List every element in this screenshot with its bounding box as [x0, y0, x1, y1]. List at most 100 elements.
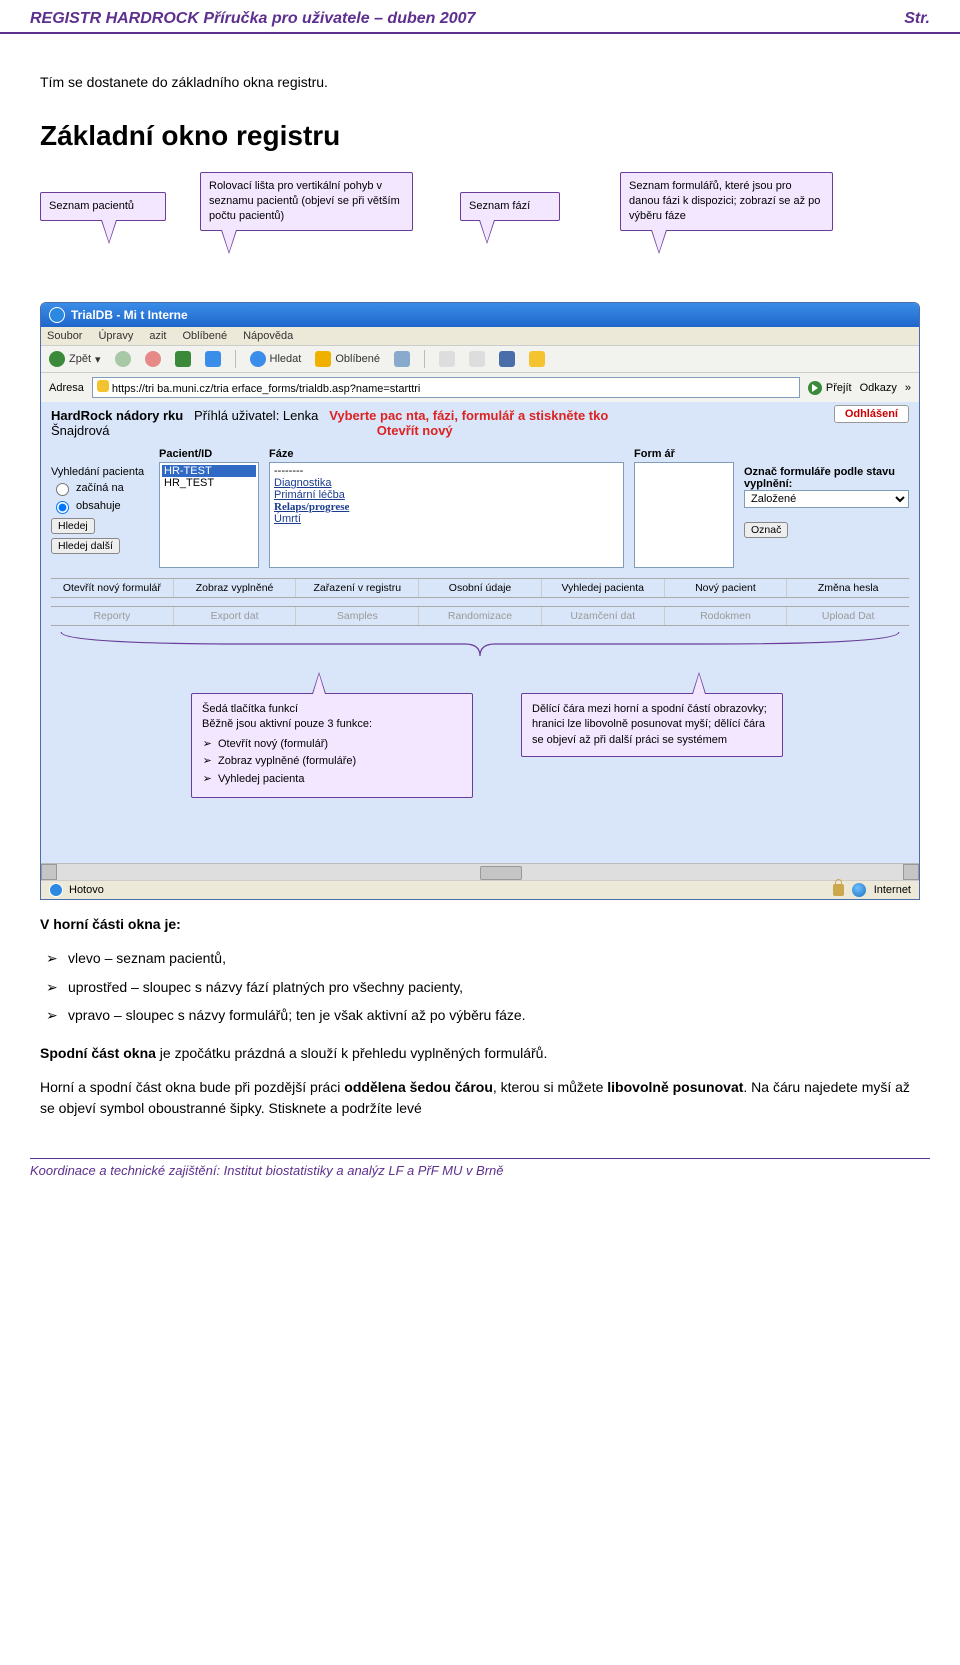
intro-text: Tím se dostanete do základního okna regi…: [40, 74, 920, 90]
action-pedigree: Rodokmen: [665, 607, 788, 625]
search-button-find[interactable]: Hledej: [51, 518, 95, 534]
toolbar: Zpět ▾ Hledat Oblíbené: [41, 345, 919, 373]
logout-button[interactable]: Odhlášení: [834, 405, 909, 423]
home-icon[interactable]: [205, 351, 221, 367]
patient-item-2[interactable]: HR_TEST: [162, 477, 256, 489]
action-show-filled[interactable]: Zobraz vyplněné: [174, 579, 297, 597]
app-red-line2: Otevřít nový: [377, 423, 453, 438]
app-user: Příhlá uživatel: Lenka: [194, 408, 318, 423]
header-left: REGISTR HARDROCK Příručka pro uživatele …: [30, 10, 475, 28]
action-new-patient[interactable]: Nový pacient: [665, 579, 788, 597]
refresh-icon[interactable]: [175, 351, 191, 367]
action-lock: Uzamčení dat: [542, 607, 665, 625]
scroll-right-arrow[interactable]: [903, 864, 919, 880]
favorites-icon: [315, 351, 331, 367]
history-icon[interactable]: [394, 351, 410, 367]
menubar: Soubor Úpravy azit Oblíbené Nápověda: [41, 327, 919, 345]
callout-phases-text: Seznam fází: [469, 200, 530, 212]
phase-item-2[interactable]: Primární léčba: [272, 489, 621, 501]
go-icon: [808, 381, 822, 395]
phase-listbox[interactable]: -------- Diagnostika Primární léčba Rela…: [269, 462, 624, 568]
form-column: Form ář: [634, 448, 734, 568]
patient-listbox[interactable]: HR-TEST HR_TEST: [159, 462, 259, 568]
links-label[interactable]: Odkazy: [860, 382, 897, 394]
app-title-block: HardRock nádory rku Příhlá uživatel: Len…: [51, 408, 608, 438]
address-input[interactable]: https://tri ba.muni.cz/tria erface_forms…: [92, 377, 800, 398]
app-header: HardRock nádory rku Příhlá uživatel: Len…: [51, 408, 909, 438]
action-open-new[interactable]: Otevřít nový formulář: [51, 579, 174, 597]
menu-edit[interactable]: Úpravy: [98, 330, 133, 342]
form-col-label: Form ář: [634, 448, 734, 460]
callout-gray-sub: Běžně jsou aktivní pouze 3 funkce:: [202, 717, 462, 732]
callout-gray-buttons: Šedá tlačítka funkcí Běžně jsou aktivní …: [191, 693, 473, 798]
patient-item-1[interactable]: HR-TEST: [162, 465, 256, 477]
right-panel: Označ formuláře podle stavu vyplnění: Za…: [744, 448, 909, 568]
callout-divider: Dělící čára mezi horní a spodní částí ob…: [521, 693, 783, 757]
statusbar: Hotovo Internet: [41, 880, 919, 899]
scroll-thumb[interactable]: [480, 866, 522, 880]
p3d: libovolně posunovat: [607, 1079, 743, 1095]
action-find-patient[interactable]: Vyhledej pacienta: [542, 579, 665, 597]
main-grid: Vyhledání pacienta začíná na obsahuje Hl…: [51, 448, 909, 568]
go-label: Přejít: [826, 382, 852, 394]
radio-starts-input[interactable]: [56, 483, 69, 496]
toolbar-separator: [235, 350, 236, 368]
footer-text: Koordinace a technické zajištění: Instit…: [30, 1163, 504, 1178]
action-personal[interactable]: Osobní údaje: [419, 579, 542, 597]
links-chevron: »: [905, 382, 911, 394]
p3: Horní a spodní část okna bude při pozděj…: [40, 1077, 920, 1118]
p3c: , kterou si můžete: [493, 1079, 607, 1095]
action-reports: Reporty: [51, 607, 174, 625]
addressbar: Adresa https://tri ba.muni.cz/tria erfac…: [41, 373, 919, 402]
callout-scrollbar-text: Rolovací lišta pro vertikální pohyb v se…: [209, 180, 400, 222]
action-registry[interactable]: Zařazení v registru: [296, 579, 419, 597]
form-listbox[interactable]: [634, 462, 734, 568]
address-label: Adresa: [49, 382, 84, 394]
main-heading: Základní okno registru: [40, 120, 920, 152]
menu-file[interactable]: Soubor: [47, 330, 82, 342]
search-button-findnext[interactable]: Hledej další: [51, 538, 120, 554]
stop-icon[interactable]: [145, 351, 161, 367]
body-text: V horní části okna je: vlevo – seznam pa…: [0, 914, 960, 1118]
radio-starts[interactable]: začíná na: [51, 480, 149, 496]
radio-contains-label: obsahuje: [76, 500, 121, 512]
status-select[interactable]: Založené: [744, 490, 909, 508]
p2: Spodní část okna je zpočátku prázdná a s…: [40, 1043, 920, 1063]
favorites-button[interactable]: Oblíbené: [315, 351, 380, 367]
radio-contains-input[interactable]: [56, 501, 69, 514]
word-icon[interactable]: [499, 351, 515, 367]
callout-forms: Seznam formulářů, které jsou pro danou f…: [620, 172, 833, 231]
back-button[interactable]: Zpět ▾: [49, 351, 101, 367]
app-area: HardRock nádory rku Příhlá uživatel: Len…: [41, 402, 919, 863]
h-scrollbar[interactable]: [41, 863, 919, 880]
folder-icon[interactable]: [529, 351, 545, 367]
phase-item-3[interactable]: Relaps/progrese: [272, 501, 621, 513]
print-icon[interactable]: [469, 351, 485, 367]
radio-contains[interactable]: obsahuje: [51, 498, 149, 514]
scroll-left-arrow[interactable]: [41, 864, 57, 880]
phase-item-4[interactable]: Úmrtí: [272, 513, 621, 525]
mark-button[interactable]: Označ: [744, 522, 788, 538]
address-url: https://tri ba.muni.cz/tria erface_forms…: [112, 383, 420, 395]
lock-page-icon: [97, 380, 109, 392]
phase-item-1[interactable]: Diagnostika: [272, 477, 621, 489]
callout-patients: Seznam pacientů: [40, 192, 166, 221]
action-upload: Upload Dat: [787, 607, 909, 625]
p3b: oddělena šedou čárou: [344, 1079, 493, 1095]
callout-gray-item2: Zobraz vyplněné (formuláře): [218, 754, 462, 769]
menu-favorites[interactable]: Oblíbené: [182, 330, 227, 342]
go-button[interactable]: Přejít: [808, 381, 852, 395]
callout-forms-text: Seznam formulářů, které jsou pro danou f…: [629, 180, 820, 222]
phase-column: Fáze -------- Diagnostika Primární léčba…: [269, 448, 624, 568]
menu-view[interactable]: azit: [149, 330, 166, 342]
forward-icon[interactable]: [115, 351, 131, 367]
brace: [51, 630, 909, 663]
search-button[interactable]: Hledat: [250, 351, 302, 367]
menu-help[interactable]: Nápověda: [243, 330, 293, 342]
browser-window: TrialDB - Mi t Interne Soubor Úpravy azi…: [40, 302, 920, 900]
app-surname: Šnajdrová: [51, 423, 110, 438]
bullet-1: vlevo – seznam pacientů,: [40, 948, 920, 968]
window-title: TrialDB - Mi t Interne: [71, 308, 188, 322]
action-change-pw[interactable]: Změna hesla: [787, 579, 909, 597]
mail-icon[interactable]: [439, 351, 455, 367]
